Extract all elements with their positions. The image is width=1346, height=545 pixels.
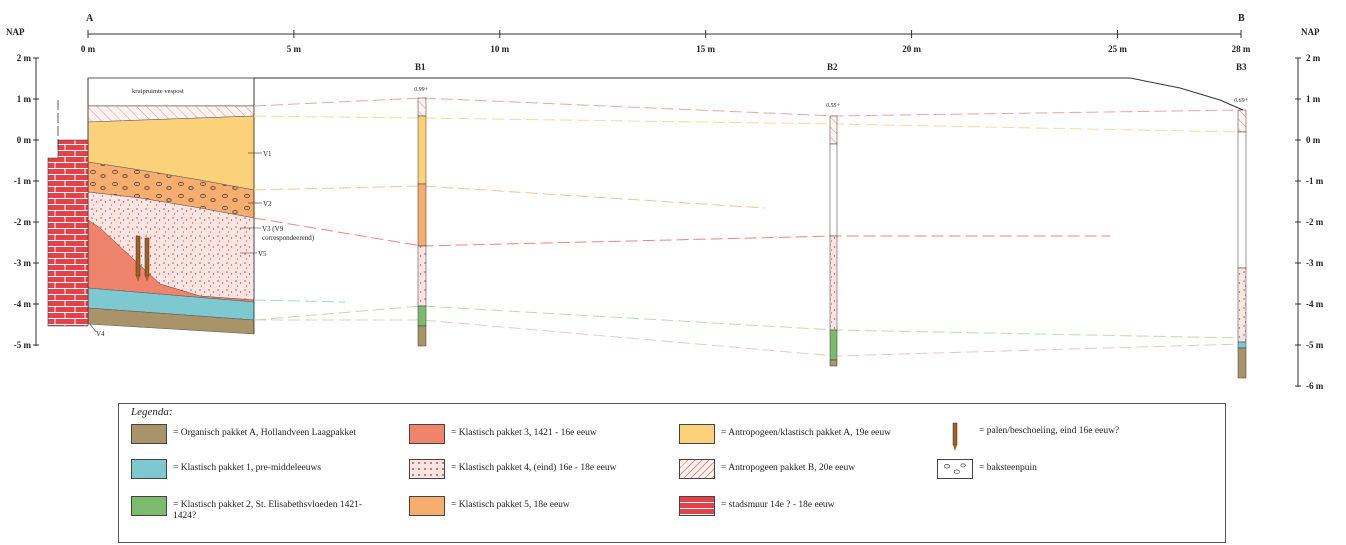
swatch-stadsmuur — [679, 496, 715, 516]
borehole-b3-elev: 0.69+ — [1234, 98, 1249, 104]
y-tick-label: 0 m — [1306, 135, 1321, 145]
x-tick-label: 0 m — [81, 44, 96, 54]
borehole-b2: B2 0.55+ — [826, 62, 841, 367]
y-tick-label: 0 m — [17, 135, 32, 145]
borehole-b1-label: B1 — [415, 62, 426, 72]
legend-item-klastisch-2: = Klastisch pakket 2, St. Elisabethsvloe… — [131, 496, 363, 522]
y-tick-label: -1 m — [14, 176, 32, 186]
legend-item-antropogeen-a: = Antropogeen/klastisch pakket A, 19e ee… — [679, 424, 891, 444]
legend-item-organisch-a: = Organisch pakket A, Hollandveen Laagpa… — [131, 424, 356, 444]
x-tick-label: 10 m — [490, 44, 509, 54]
y-tick-label: -5 m — [14, 340, 32, 350]
legend-label: = Klastisch pakket 1, pre-middeleeuws — [173, 463, 322, 473]
swatch-organisch-a — [131, 424, 167, 444]
y-tick-label: 1 m — [1306, 94, 1321, 104]
borehole-b2-elev: 0.55+ — [826, 103, 841, 109]
legend-item-klastisch-3: = Klastisch pakket 3, 1421 - 16e eeuw — [409, 424, 597, 444]
legend-label: = Klastisch pakket 4, (eind) 16e - 18e e… — [451, 463, 617, 473]
profile-markers: V1 V2 V3 (V9 correspondeerend) V5 V4 — [89, 150, 315, 338]
marker-v5: V5 — [258, 250, 267, 258]
y-tick-label: 2 m — [1306, 53, 1321, 63]
swatch-antropogeen-b — [679, 459, 715, 479]
x-tick-label: 15 m — [696, 44, 715, 54]
legend-label: = stadsmuur 14e ? - 18e eeuw — [721, 500, 835, 510]
borehole-b1-elev: 0.99+ — [414, 87, 429, 93]
legend-label: = Antropogeen pakket B, 20e eeuw — [721, 463, 856, 473]
swatch-klastisch-1 — [131, 459, 167, 479]
swatch-klastisch-4 — [409, 459, 445, 479]
section-start-label: A — [86, 13, 94, 24]
y-tick-label: -4 m — [14, 299, 32, 309]
legend-item-klastisch-5: = Klastisch pakket 5, 18e eeuw — [409, 496, 570, 516]
y-tick-label: -2 m — [1306, 217, 1324, 227]
x-tick-label: 28 m — [1232, 44, 1251, 54]
swatch-antropogeen-a — [679, 424, 715, 444]
legend-title: Legenda: — [131, 406, 173, 418]
poles-icon — [135, 235, 150, 282]
marker-v1: V1 — [263, 150, 272, 158]
borehole-b1: B1 0.99+ — [414, 62, 429, 347]
y-tick-label: -2 m — [14, 217, 32, 227]
y-tick-label: 1 m — [17, 94, 32, 104]
y-axis-left: 2 m 1 m 0 m -1 m -2 m -3 m -4 m -5 m — [14, 53, 39, 350]
y-tick-label: -4 m — [1306, 299, 1324, 309]
marker-v2: V2 — [263, 200, 272, 208]
legend-label: = baksteenpuin — [979, 463, 1037, 473]
legend-label: = palen/beschoeiing, eind 16e eeuw? — [979, 426, 1120, 436]
x-axis-ticks: 0 m 5 m 10 m 15 m 20 m 25 m 28 m — [81, 30, 1251, 54]
excavation-profile: kruipruimte vespost — [87, 77, 255, 335]
legend: Legenda: = Organisch pakket A, Hollandve… — [118, 403, 1226, 543]
y-tick-label: -6 m — [1306, 381, 1324, 391]
x-tick-label: 5 m — [287, 44, 302, 54]
legend-item-stadsmuur: = stadsmuur 14e ? - 18e eeuw — [679, 496, 835, 516]
geological-cross-section: A B NAP NAP 0 m 5 m 10 m 15 m 20 m 25 m 28 m 2… — [6, 13, 1324, 391]
legend-label: = Klastisch pakket 2, St. Elisabethsvloe… — [173, 500, 362, 521]
y-tick-label: -1 m — [1306, 176, 1324, 186]
y-tick-label: 2 m — [17, 53, 32, 63]
borehole-b2-label: B2 — [827, 62, 838, 72]
legend-item-antropogeen-b: = Antropogeen pakket B, 20e eeuw — [679, 459, 855, 479]
legend-label: = Klastisch pakket 3, 1421 - 16e eeuw — [451, 428, 597, 438]
swatch-klastisch-3 — [409, 424, 445, 444]
swatch-klastisch-2 — [131, 496, 167, 516]
legend-item-klastisch-4: = Klastisch pakket 4, (eind) 16e - 18e e… — [409, 459, 617, 479]
y-tick-label: -3 m — [1306, 258, 1324, 268]
section-end-label: B — [1238, 13, 1245, 24]
marker-v4: V4 — [96, 330, 105, 338]
legend-label: = Organisch pakket A, Hollandveen Laagpa… — [173, 428, 356, 438]
x-tick-label: 25 m — [1108, 44, 1127, 54]
legend-label: = Antropogeen/klastisch pakket A, 19e ee… — [721, 428, 891, 438]
borehole-b3-label: B3 — [1236, 62, 1247, 72]
pole-icon — [952, 422, 958, 451]
legend-item-baksteenpuin: = baksteenpuin — [937, 459, 1037, 479]
borehole-b3: B3 0.69+ — [1234, 62, 1249, 379]
marker-v3: V3 (V9 — [262, 225, 284, 233]
ground-surface-line — [254, 77, 1244, 111]
y-tick-label: -3 m — [14, 258, 32, 268]
legend-item-poles: = palen/beschoeiing, eind 16e eeuw? — [937, 422, 1119, 452]
swatch-klastisch-5 — [409, 496, 445, 516]
city-wall — [47, 100, 89, 327]
legend-label: = Klastisch pakket 5, 18e eeuw — [451, 500, 570, 510]
y-axis-right: 2 m 1 m 0 m -1 m -2 m -3 m -4 m -5 m -6 m — [1295, 53, 1324, 391]
nap-label-right: NAP — [1301, 27, 1320, 37]
legend-item-klastisch-1: = Klastisch pakket 1, pre-middeleeuws — [131, 459, 321, 479]
nap-label-left: NAP — [6, 27, 25, 37]
x-tick-label: 20 m — [902, 44, 921, 54]
rubble-icon — [937, 459, 973, 479]
marker-v3-note: correspondeerend) — [262, 234, 315, 242]
y-tick-label: -5 m — [1306, 340, 1324, 350]
profile-title: kruipruimte vespost — [132, 88, 184, 95]
correlation-lines — [253, 97, 1242, 357]
